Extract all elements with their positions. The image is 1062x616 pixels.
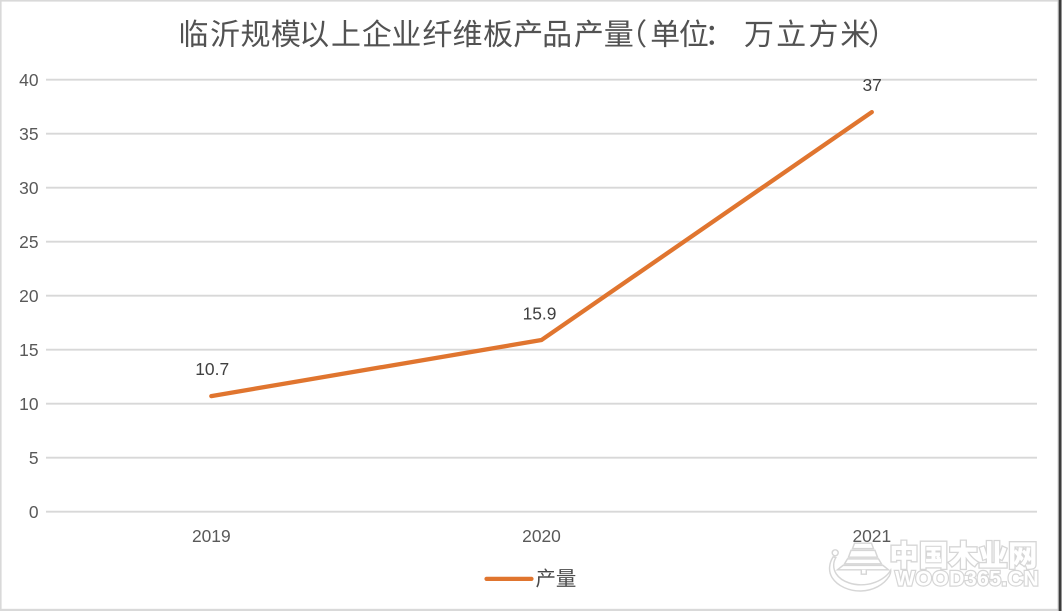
svg-text:37: 37 xyxy=(863,75,882,95)
svg-text:WOOD365.CN: WOOD365.CN xyxy=(895,568,1039,591)
svg-text:10: 10 xyxy=(19,394,38,414)
svg-text:0: 0 xyxy=(29,502,39,522)
svg-text:35: 35 xyxy=(19,124,38,144)
svg-text:15: 15 xyxy=(19,340,38,360)
svg-text:2019: 2019 xyxy=(192,526,231,546)
svg-text:2021: 2021 xyxy=(852,526,891,546)
svg-text:15.9: 15.9 xyxy=(523,304,557,324)
svg-text:WOOD365.CN: WOOD365.CN xyxy=(895,568,1039,591)
svg-text:25: 25 xyxy=(19,232,38,252)
svg-text:30: 30 xyxy=(19,178,38,198)
svg-text:5: 5 xyxy=(29,448,39,468)
svg-text:20: 20 xyxy=(19,286,38,306)
svg-text:2020: 2020 xyxy=(522,526,561,546)
svg-text:10.7: 10.7 xyxy=(195,359,229,379)
svg-text:40: 40 xyxy=(19,70,38,90)
